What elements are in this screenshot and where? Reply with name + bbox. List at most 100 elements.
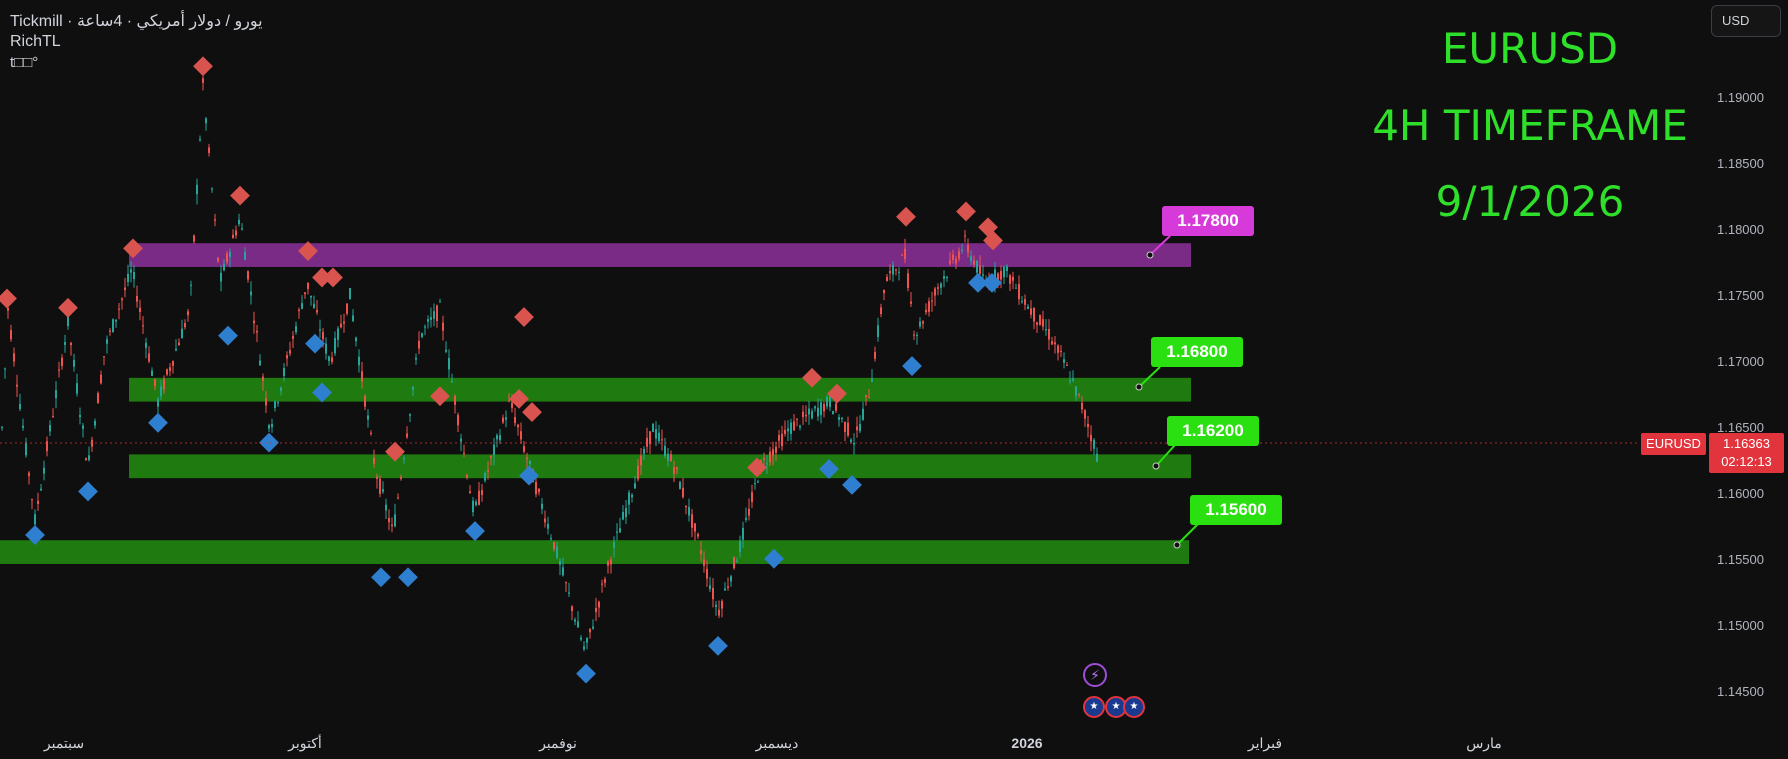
callout-anchor <box>1135 383 1143 391</box>
candle-body <box>565 582 567 584</box>
swing-low-marker <box>312 382 332 403</box>
candle-body <box>718 609 720 616</box>
candle-body <box>340 323 342 328</box>
swing-high-marker <box>956 201 976 222</box>
candle-body <box>982 274 984 276</box>
candle-body <box>664 445 666 457</box>
candle-body <box>889 270 891 274</box>
candle-body <box>100 374 102 384</box>
candle-body <box>568 592 570 594</box>
price-axis-label: 1.16000 <box>1717 486 1764 501</box>
candle-body <box>553 541 555 550</box>
candle-body <box>934 288 936 296</box>
time-axis: سبتمبر أكتوبر نوفمبر ديسمبر 2026 فبراير مارس <box>43 733 1502 752</box>
candle-body <box>307 282 309 290</box>
swing-high-marker <box>312 267 332 288</box>
candle-body <box>280 387 282 391</box>
bar-countdown: 02:12:13 <box>1721 454 1772 469</box>
us-flag-icon[interactable]: ★ <box>1083 696 1105 718</box>
candle-body <box>1090 434 1092 442</box>
callout-anchor <box>1173 541 1181 549</box>
candle-body <box>826 396 828 407</box>
time-axis-label: فبراير <box>1247 735 1282 752</box>
swing-low-marker <box>764 548 784 569</box>
swing-high-marker <box>323 267 343 288</box>
candle-body <box>1030 308 1032 315</box>
callout-anchor <box>1146 251 1154 259</box>
swing-high-marker <box>385 441 405 462</box>
price-axis-label: 1.18000 <box>1717 222 1764 237</box>
candle-body <box>502 417 504 423</box>
candle-body <box>844 421 846 432</box>
candle-body <box>766 463 768 465</box>
candle-body <box>544 518 546 523</box>
candle-body <box>352 315 354 321</box>
candle-body <box>577 621 579 628</box>
candle-body <box>325 343 327 354</box>
level-callout-1-15600: 1.15600 <box>1190 495 1282 525</box>
candle-body <box>952 254 954 260</box>
currency-button[interactable]: USD <box>1711 5 1781 37</box>
swing-low-marker <box>708 635 728 656</box>
candle-body <box>1096 453 1098 462</box>
candle-body <box>196 184 198 195</box>
candle-body <box>445 349 447 352</box>
candle-body <box>136 295 138 302</box>
candle-body <box>94 420 96 426</box>
candle-body <box>1078 393 1080 395</box>
candle-body <box>535 481 537 495</box>
candle-body <box>298 309 300 312</box>
candle-body <box>1084 410 1086 419</box>
candle-body <box>748 508 750 516</box>
candle-body <box>1018 283 1020 300</box>
candle-body <box>562 567 564 576</box>
candle-body <box>658 432 660 442</box>
candle-body <box>670 454 672 461</box>
zones-layer <box>0 243 1191 564</box>
candle-body <box>955 258 957 264</box>
candle-body <box>940 283 942 288</box>
level-callout-1-17800: 1.17800 <box>1162 206 1254 236</box>
candle-body <box>625 508 627 518</box>
candle-body <box>613 542 615 548</box>
candle-body <box>316 309 318 313</box>
candle-body <box>481 490 483 495</box>
candle-body <box>874 351 876 359</box>
indicator-values: t□□° <box>10 54 39 71</box>
candle-body <box>61 357 63 366</box>
candle-body <box>574 619 576 622</box>
candle-body <box>142 325 144 327</box>
us-flag-icon[interactable]: ★ <box>1123 696 1145 718</box>
candle-body <box>634 483 636 489</box>
candle-body <box>754 483 756 485</box>
candle-body <box>292 335 294 339</box>
candle-body <box>964 235 966 237</box>
candle-body <box>784 429 786 434</box>
candle-body <box>976 260 978 273</box>
candle-body <box>997 273 999 282</box>
candle-body <box>55 390 57 399</box>
candle-body <box>1027 306 1029 310</box>
candle-body <box>1063 359 1065 363</box>
candle-body <box>796 418 798 420</box>
candle-body <box>682 487 684 498</box>
candle-body <box>115 319 117 322</box>
lightning-icon[interactable]: ⚡ <box>1083 663 1107 687</box>
candle-body <box>175 348 177 351</box>
candle-body <box>727 586 729 588</box>
time-axis-label: أكتوبر <box>287 733 322 752</box>
candle-body <box>1006 266 1008 272</box>
candle-body <box>220 272 222 282</box>
candle-body <box>1054 342 1056 345</box>
candle-body <box>580 637 582 640</box>
candle-body <box>1 427 3 429</box>
candle-body <box>223 263 225 271</box>
candle-body <box>781 433 783 447</box>
candle-body <box>412 386 414 390</box>
price-axis-label: 1.14500 <box>1717 684 1764 699</box>
candle-body <box>838 417 840 420</box>
level-callout-1-16200: 1.16200 <box>1167 416 1259 446</box>
candle-body <box>1042 319 1044 327</box>
candle-body <box>97 393 99 404</box>
